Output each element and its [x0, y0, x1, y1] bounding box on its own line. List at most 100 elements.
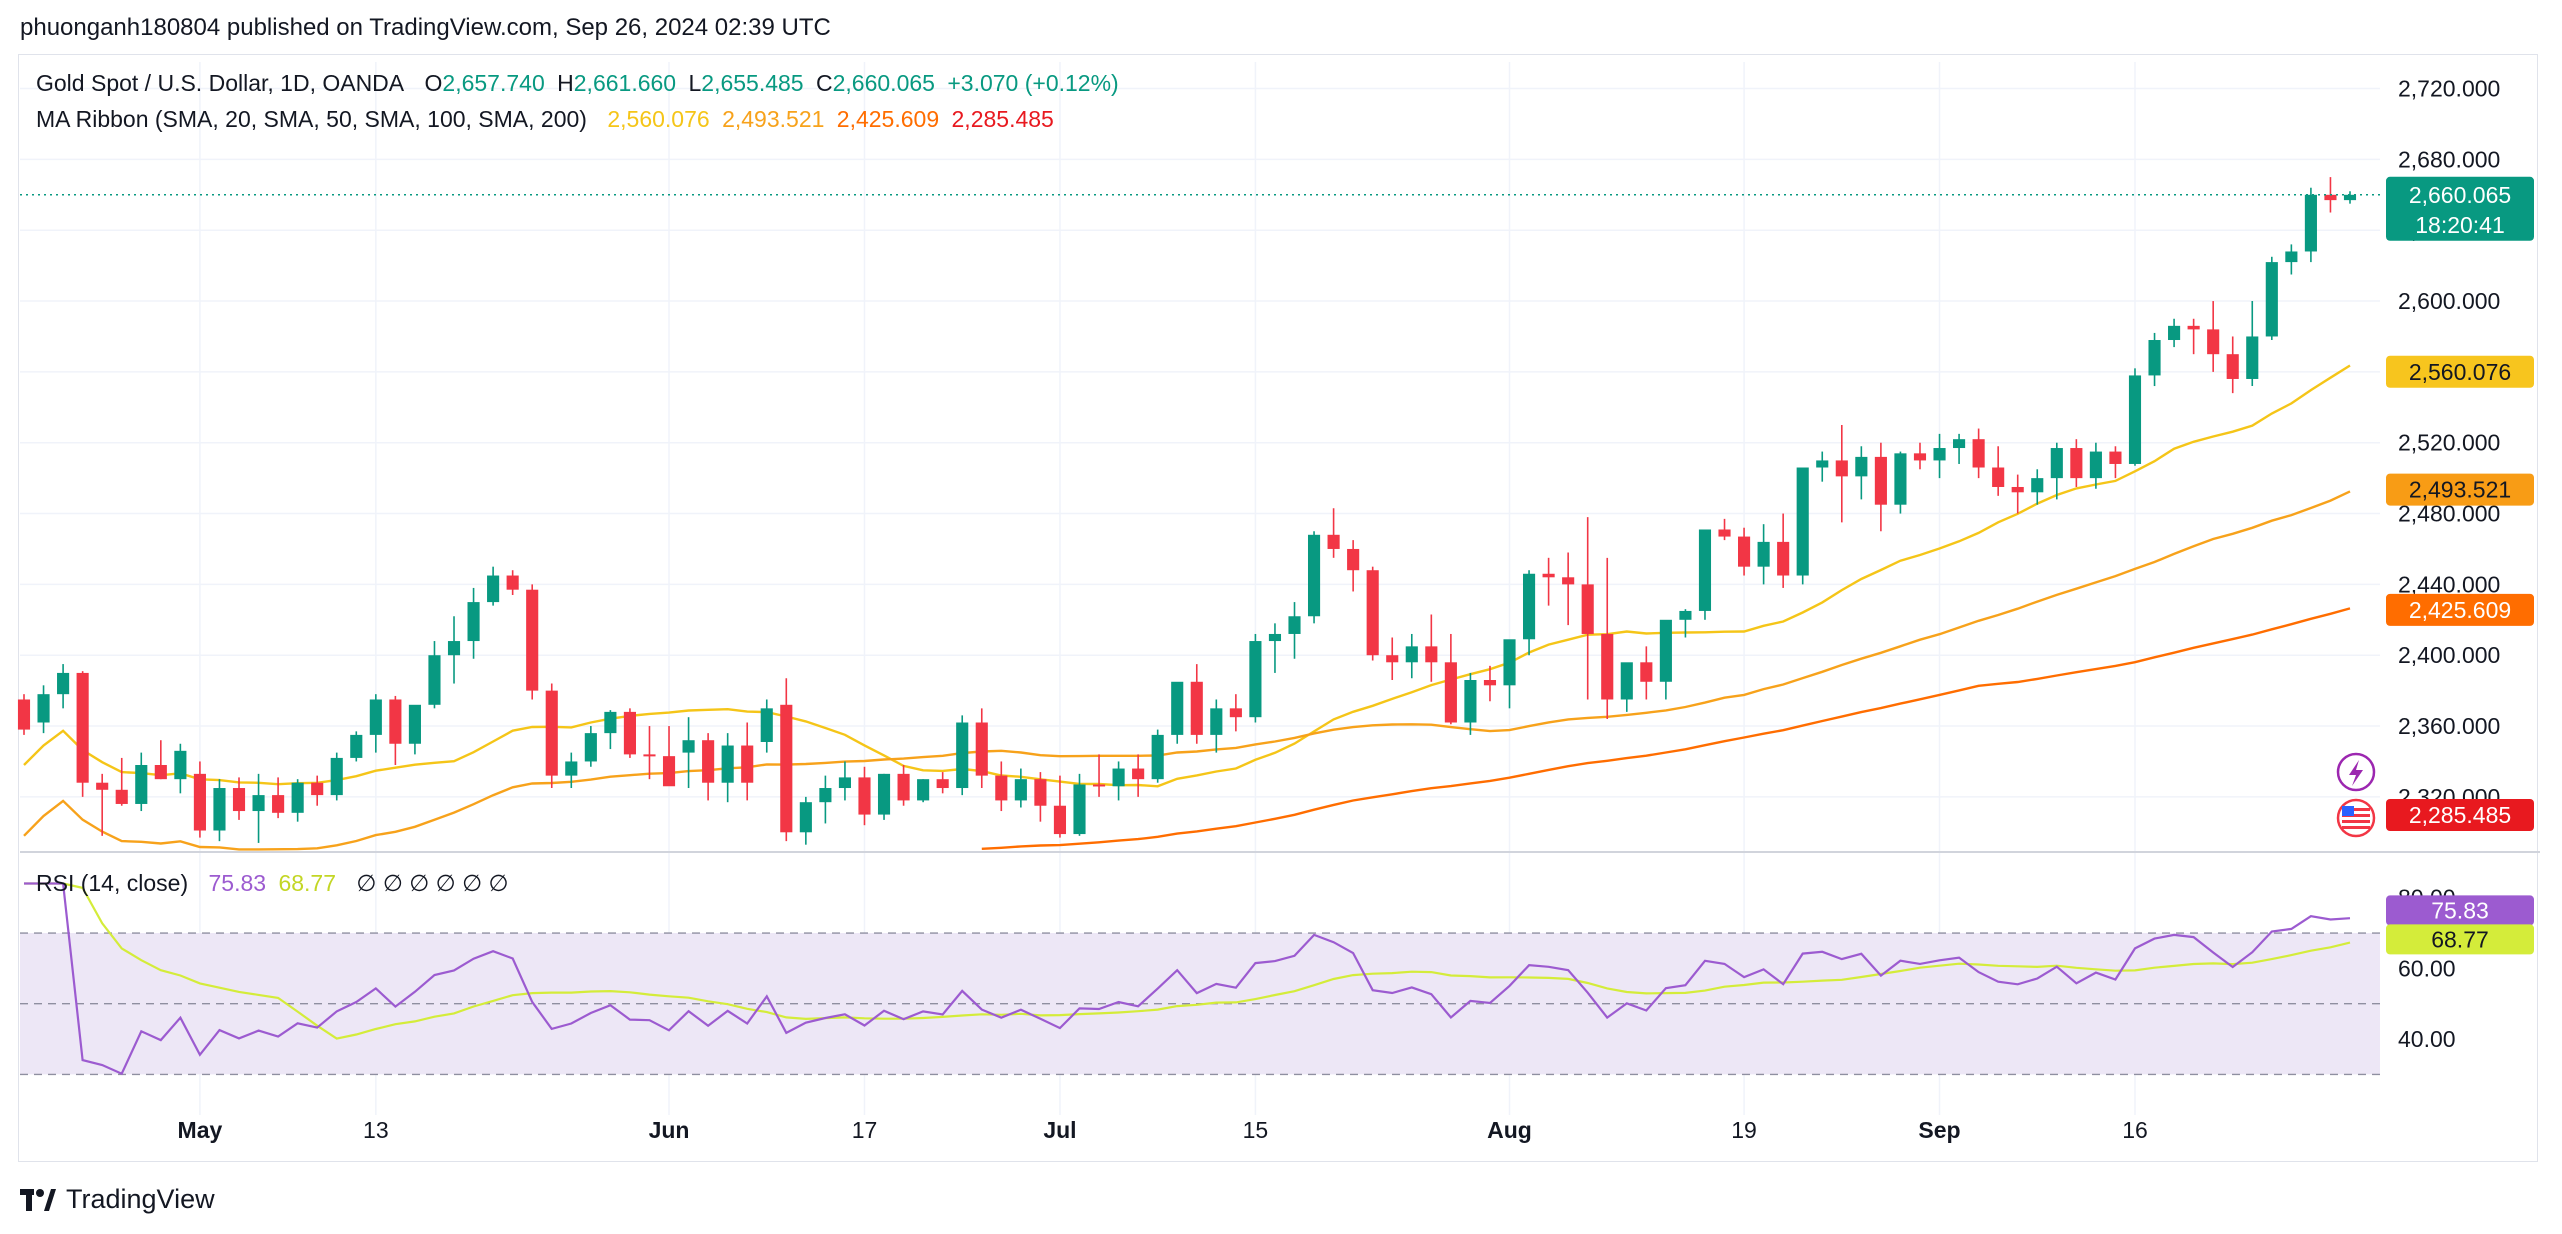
candle[interactable] [1933, 433, 1946, 479]
candle[interactable] [174, 743, 187, 794]
candle[interactable] [565, 752, 578, 789]
candle[interactable] [545, 683, 558, 789]
candle[interactable] [1601, 557, 1614, 719]
candle[interactable] [1620, 662, 1633, 712]
candle[interactable] [877, 773, 891, 820]
candle[interactable] [838, 761, 852, 801]
candle[interactable] [1640, 646, 1653, 700]
candle[interactable] [1053, 775, 1067, 838]
candle[interactable] [819, 775, 832, 824]
candle[interactable] [1953, 433, 1966, 464]
candle[interactable] [193, 761, 206, 838]
candle[interactable] [702, 733, 715, 801]
candle[interactable] [2128, 368, 2142, 466]
candle[interactable] [1679, 609, 1692, 638]
candle[interactable] [57, 664, 70, 709]
candle[interactable] [1855, 446, 1868, 500]
candle[interactable] [2207, 301, 2220, 372]
candle[interactable] [1757, 524, 1770, 585]
us-flag-event-icon[interactable] [2336, 798, 2376, 838]
candle[interactable] [1718, 518, 1731, 541]
candle[interactable] [232, 777, 246, 820]
candle[interactable] [917, 779, 930, 803]
candle[interactable] [956, 715, 969, 796]
candle[interactable] [2011, 474, 2024, 514]
candle[interactable] [1972, 428, 1985, 479]
candle[interactable] [1777, 513, 1790, 588]
candle[interactable] [154, 740, 167, 780]
candle[interactable] [995, 761, 1008, 812]
candle[interactable] [2285, 244, 2298, 275]
candle[interactable] [1796, 467, 1809, 585]
candle[interactable] [2070, 439, 2083, 487]
lightning-event-icon[interactable] [2336, 752, 2376, 792]
candle[interactable] [1014, 768, 1027, 808]
candle[interactable] [1112, 761, 1125, 801]
candle[interactable] [1327, 508, 1340, 558]
candle[interactable] [2226, 336, 2239, 394]
candle[interactable] [389, 695, 402, 766]
candle[interactable] [369, 694, 382, 753]
candle[interactable] [2109, 446, 2122, 479]
candle[interactable] [721, 733, 734, 803]
candle[interactable] [330, 752, 343, 801]
candle[interactable] [37, 685, 50, 734]
candle[interactable] [760, 699, 773, 753]
candle[interactable] [1132, 754, 1145, 797]
candle[interactable] [467, 587, 480, 659]
candle[interactable] [858, 766, 871, 826]
candle[interactable] [1210, 699, 1223, 753]
candle[interactable] [643, 726, 656, 780]
candle[interactable] [1992, 446, 2005, 496]
candle[interactable] [780, 678, 793, 842]
candle[interactable] [1249, 633, 1262, 723]
candle[interactable] [1151, 729, 1164, 783]
candle[interactable] [1894, 451, 1907, 514]
candle[interactable] [1542, 557, 1555, 606]
candle[interactable] [17, 694, 31, 735]
candle[interactable] [975, 708, 988, 789]
candle[interactable] [799, 796, 812, 845]
candle[interactable] [96, 773, 109, 836]
candle[interactable] [1444, 633, 1457, 725]
candle[interactable] [1738, 527, 1751, 576]
candle[interactable] [1503, 639, 1516, 709]
candle[interactable] [682, 717, 695, 789]
candle[interactable] [1698, 529, 1712, 620]
candle[interactable] [1386, 637, 1399, 681]
candle[interactable] [1464, 672, 1477, 735]
candle[interactable] [76, 671, 89, 797]
candle[interactable] [252, 773, 265, 843]
candle[interactable] [350, 731, 363, 762]
candle[interactable] [311, 775, 324, 806]
candle[interactable] [1522, 570, 1536, 656]
candle[interactable] [213, 779, 226, 842]
candle[interactable] [291, 779, 304, 822]
candle[interactable] [135, 752, 148, 812]
candle[interactable] [1816, 451, 1829, 482]
candle[interactable] [2031, 469, 2044, 505]
candle[interactable] [506, 570, 519, 596]
candle[interactable] [428, 641, 441, 709]
candle[interactable] [897, 765, 910, 806]
candle[interactable] [1366, 566, 1379, 661]
candle[interactable] [741, 722, 754, 801]
candle[interactable] [1483, 665, 1497, 702]
candle[interactable] [662, 726, 676, 787]
candle[interactable] [2343, 191, 2357, 204]
candle[interactable] [1307, 531, 1321, 624]
candle[interactable] [1347, 540, 1360, 592]
candle[interactable] [447, 616, 461, 684]
candle[interactable] [1581, 517, 1594, 700]
candle[interactable] [936, 772, 949, 794]
candle[interactable] [1913, 442, 1927, 470]
candle[interactable] [2246, 301, 2259, 387]
candle[interactable] [1073, 773, 1086, 836]
candle[interactable] [487, 566, 500, 606]
candle[interactable] [1034, 772, 1047, 822]
candle[interactable] [1288, 602, 1301, 659]
candle[interactable] [1268, 623, 1282, 673]
candle[interactable] [272, 777, 285, 819]
candle[interactable] [1425, 614, 1438, 682]
